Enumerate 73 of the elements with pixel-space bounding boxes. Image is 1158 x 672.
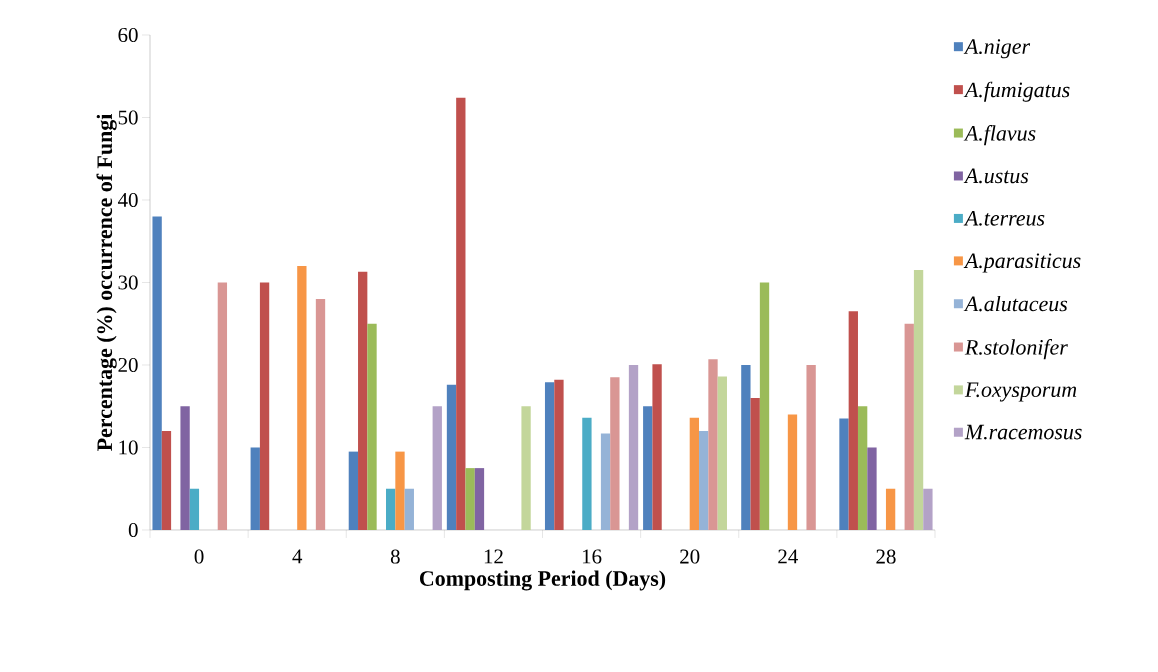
y-axis-title: Percentage (%) occurrence of Fungi [96,114,117,451]
y-tick-label: 10 [119,440,138,455]
bar [643,406,653,530]
y-tick-label: 50 [118,110,138,125]
bar [367,323,377,530]
bar [848,311,858,530]
bar [259,282,270,530]
bar [395,451,405,530]
bar [628,364,639,530]
bar [189,488,200,530]
bar [348,451,359,530]
legend-label: M.racemosus [964,424,1082,440]
x-tick-label: 4 [292,549,303,564]
bar [358,271,368,530]
bar [867,447,877,530]
bar [787,414,798,530]
y-tick-label: 20 [118,357,138,373]
bar [474,468,485,530]
bar [315,298,326,530]
legend-label: A.parasiticus [963,253,1081,273]
bar [544,382,555,530]
bar [689,417,700,530]
bar [456,97,466,530]
bar [446,384,457,530]
bar [152,216,162,530]
bar [923,488,933,530]
bar [806,364,816,530]
bar [250,447,260,530]
bar [904,323,914,530]
bar [582,417,592,530]
bar [717,376,727,530]
y-tick-label: 40 [117,192,138,208]
legend-label: A.niger [963,39,1031,59]
legend-label: A.fumigatus [963,81,1070,102]
x-axis-title: Composting Period (Days) [420,570,666,591]
bar [600,433,611,530]
bar [465,468,475,530]
bar [610,377,620,530]
bar [750,397,760,530]
x-tick-label: 0 [194,549,204,564]
bar [699,430,709,530]
bar [652,364,662,530]
bar [386,488,396,530]
bar [857,406,868,530]
bar [521,406,531,530]
legend-label: A.alutaceus [963,295,1068,312]
x-tick-label: 16 [582,549,602,564]
y-tick-label: 60 [118,27,138,43]
bar [885,488,896,530]
legend-label: F.oxysporum [964,382,1077,402]
x-tick-label: 24 [778,549,798,564]
legend-label: R.stolonifer [964,339,1068,360]
legend-label: A.ustus [963,168,1029,184]
bar [180,406,190,530]
bar [741,364,751,530]
x-tick-label: 20 [680,549,700,564]
bar [913,270,924,530]
bar [161,430,172,530]
legend-label: A.terreus [963,210,1045,226]
x-tick-label: 12 [484,549,503,564]
bar [217,282,228,530]
bar [708,359,718,530]
bar [297,265,307,530]
legend-label: A.flavus [963,125,1036,146]
y-tick-label: 30 [118,275,138,290]
x-tick-label: 28 [876,549,896,564]
bar [432,406,442,530]
bar [759,282,770,530]
bar [839,418,849,530]
bar [554,379,564,530]
y-tick-label: 0 [128,522,138,538]
bar [404,488,414,530]
x-tick-label: 8 [390,549,400,564]
